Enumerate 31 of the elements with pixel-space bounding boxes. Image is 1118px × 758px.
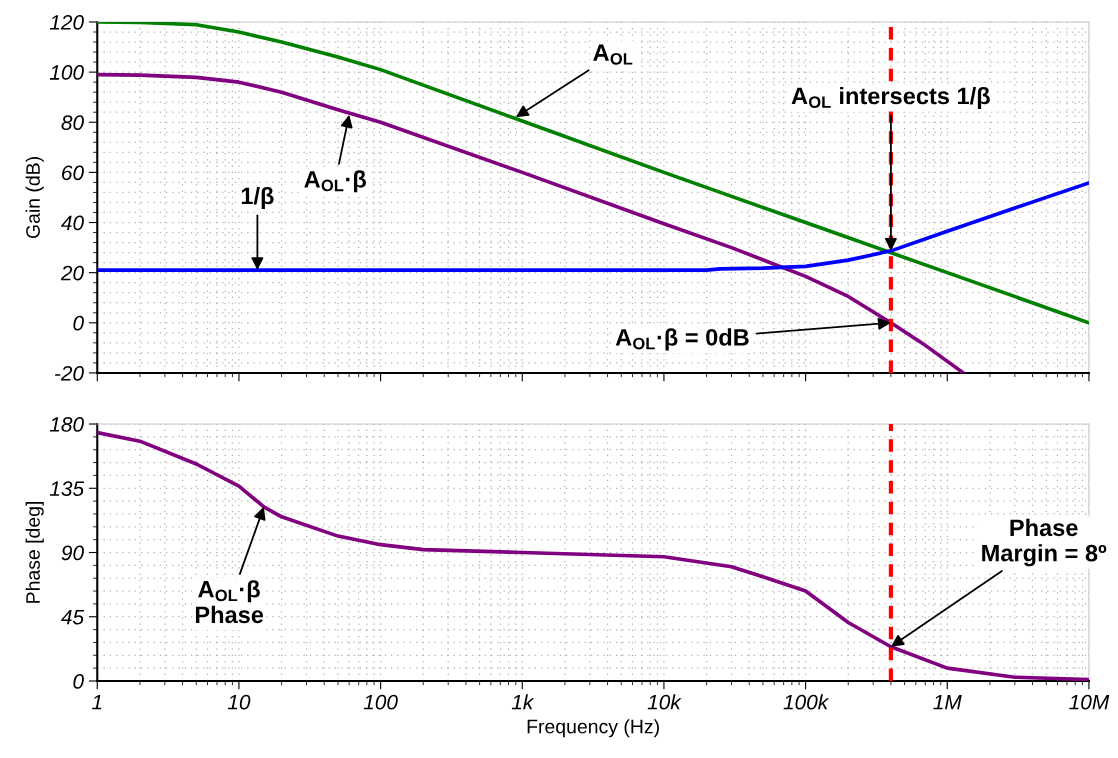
y-tick-label: 135 bbox=[49, 481, 85, 497]
y-tick-label: 180 bbox=[49, 417, 84, 432]
y-tick-label: 20 bbox=[60, 265, 84, 281]
annotation: A$_{OL}$·β bbox=[304, 170, 366, 193]
y-tick-label: 45 bbox=[61, 609, 85, 625]
y-tick-label: 0 bbox=[73, 315, 84, 331]
annotation: A$_{OL}$·β Phase bbox=[195, 580, 264, 624]
x-tick-label: 10M bbox=[1069, 694, 1110, 710]
x-axis-title: Frequency (Hz) bbox=[527, 719, 659, 738]
x-tick-label: 10 bbox=[227, 694, 251, 710]
y-tick-label: 100 bbox=[49, 65, 84, 80]
x-tick-label: 100 bbox=[363, 694, 398, 710]
annotation: A$_{OL}$ intersects 1/β bbox=[791, 86, 990, 109]
y-tick-label: 40 bbox=[61, 215, 84, 231]
x-tick-label: 10k bbox=[647, 694, 682, 710]
x-tick-label: 100k bbox=[783, 694, 830, 710]
annotation: Phase Margin = 8º bbox=[982, 518, 1107, 567]
y-tick-label: 0 bbox=[73, 673, 84, 689]
y-tick-label: 60 bbox=[62, 165, 84, 181]
x-tick-label: 1k bbox=[511, 694, 535, 710]
y-tick-label: 90 bbox=[61, 545, 84, 561]
y-tick-label: 80 bbox=[61, 115, 84, 131]
y-tick-label: 120 bbox=[49, 14, 84, 30]
annotation: 1/β bbox=[241, 186, 274, 209]
x-tick-label: 1M bbox=[933, 694, 962, 710]
x-tick-label: 1 bbox=[92, 694, 102, 710]
annotation: A$_{OL}$ bbox=[593, 44, 633, 65]
annotation: A$_{OL}$·β = 0dB bbox=[615, 328, 749, 351]
y-axis-title: Phase [deg] bbox=[25, 502, 44, 603]
y-axis-title: Gain (dB) bbox=[25, 157, 44, 239]
y-tick-label: -20 bbox=[55, 365, 84, 381]
